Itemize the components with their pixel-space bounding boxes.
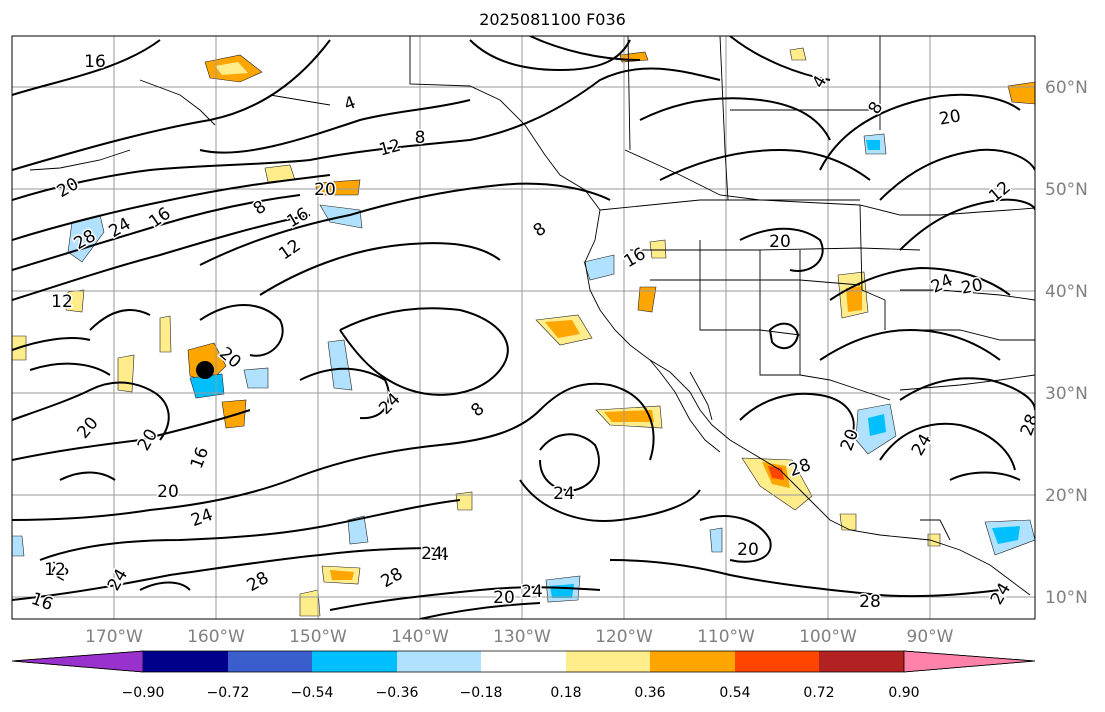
latitude-labels: 60°N 50°N 40°N 30°N 20°N 10°N — [1045, 78, 1088, 608]
colorbar-tick-label: 0.18 — [550, 685, 581, 701]
coastlines-and-borders — [29, 36, 1035, 596]
plot-background — [12, 36, 1035, 619]
contour-label: 24 — [521, 582, 543, 602]
contour-label: 8 — [415, 128, 426, 148]
contour-label: 12 — [51, 292, 73, 312]
colorbar-tick-label: 0.36 — [634, 685, 665, 701]
lon-label: 110°W — [697, 627, 755, 647]
lat-label: 50°N — [1045, 180, 1088, 200]
colorbar-segment — [819, 651, 904, 672]
lat-label: 40°N — [1045, 282, 1088, 302]
contour-label: 20 — [314, 180, 336, 200]
lon-label: 120°W — [595, 627, 653, 647]
colorbar: −0.90 −0.72 −0.54 −0.36 −0.18 0.18 0.36 … — [11, 650, 1036, 701]
colorbar-tick-label: 0.90 — [888, 685, 919, 701]
contour-label: 20 — [157, 482, 179, 502]
contour-label: 20 — [960, 275, 985, 298]
plot-frame — [11, 35, 1036, 620]
figure-title: 2025081100 F036 — [479, 10, 626, 29]
contour-label: 24 — [427, 545, 449, 565]
contour-label: 24 — [553, 484, 575, 504]
contour-label: 12 — [44, 560, 66, 580]
contour-label: 20 — [493, 588, 515, 608]
colorbar-extend-left — [11, 650, 144, 673]
colorbar-segment — [735, 651, 819, 672]
contour-label: 20 — [737, 540, 759, 560]
longitude-labels: 170°W 160°W 150°W 140°W 130°W 120°W 110°… — [85, 627, 954, 647]
lat-label: 20°N — [1045, 486, 1088, 506]
contour-label: 20 — [769, 232, 791, 252]
colorbar-tick-label: 0.54 — [719, 685, 750, 701]
colorbar-segment — [312, 651, 397, 672]
colorbar-tick-label: −0.54 — [291, 685, 334, 701]
lon-label: 100°W — [799, 627, 857, 647]
colorbar-tick-label: −0.18 — [460, 685, 503, 701]
lat-label: 10°N — [1045, 588, 1088, 608]
colorbar-segment — [566, 651, 650, 672]
contour-lines — [12, 36, 1035, 619]
colorbar-extend-right — [903, 650, 1036, 673]
lat-label: 30°N — [1045, 384, 1088, 404]
lon-label: 170°W — [85, 627, 143, 647]
colorbar-tick-label: −0.90 — [122, 685, 165, 701]
storm-center-dot — [196, 361, 214, 379]
colorbar-segment — [481, 651, 566, 672]
colorbar-tick-label: 0.72 — [803, 685, 834, 701]
contour-label: 20 — [938, 106, 963, 129]
lon-label: 140°W — [391, 627, 449, 647]
colorbar-tick-label: −0.72 — [207, 685, 250, 701]
lon-label: 90°W — [907, 627, 954, 647]
lat-label: 60°N — [1045, 78, 1088, 98]
colorbar-tick-label: −0.36 — [376, 685, 419, 701]
colorbar-segment — [650, 651, 735, 672]
colorbar-segment — [143, 651, 228, 672]
contour-label: 16 — [84, 52, 106, 72]
contour-label: 24 — [421, 544, 443, 564]
colorbar-segment — [228, 651, 312, 672]
contour-label: 28 — [859, 592, 881, 612]
lon-label: 130°W — [493, 627, 551, 647]
colorbar-segment — [397, 651, 481, 672]
lon-label: 150°W — [289, 627, 347, 647]
lon-label: 160°W — [187, 627, 245, 647]
